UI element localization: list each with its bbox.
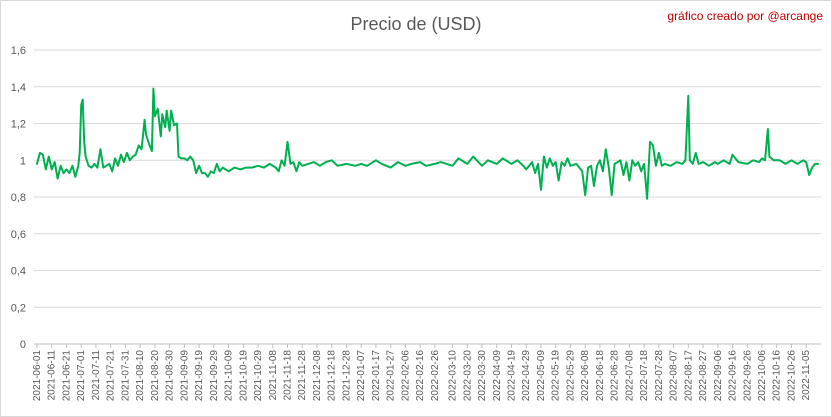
x-tick-label: 2021-07-21 [106,350,117,402]
x-tick-label: 2021-09-09 [179,350,190,402]
x-tick-label: 2022-06-18 [595,350,606,402]
x-tick-label: 2022-01-17 [371,350,382,402]
x-tick-label: 2022-05-29 [565,350,576,402]
x-tick-label: 2022-02-26 [430,350,441,402]
x-tick-label: 2021-11-28 [297,350,308,401]
x-tick-label: 2022-10-26 [786,350,797,402]
x-tick-label: 2022-08-17 [683,350,694,402]
x-tick-label: 2021-10-09 [224,350,235,402]
x-tick-label: 2022-07-18 [639,350,650,402]
x-tick-label: 2021-09-29 [209,350,220,402]
y-tick-label: 1,4 [11,82,26,94]
x-tick-label: 2021-10-19 [238,350,249,402]
x-tick-label: 2022-01-07 [356,350,367,402]
x-tick-label: 2022-08-27 [698,350,709,402]
y-tick-label: 0,6 [11,229,26,241]
x-tick-label: 2022-04-29 [521,350,532,402]
chart-credit: gráfico creado por @arcange [667,9,823,23]
x-tick-label: 2021-06-11 [47,350,58,401]
x-tick-label: 2022-03-20 [462,350,473,402]
x-tick-label: 2022-09-16 [728,350,739,402]
x-tick-label: 2022-06-08 [580,350,591,402]
x-tick-label: 2022-02-16 [415,350,426,402]
x-tick-label: 2021-09-19 [194,350,205,402]
x-tick-label: 2021-12-18 [327,350,338,402]
y-tick-label: 0,8 [11,192,26,204]
x-tick-label: 2022-11-05 [801,350,812,401]
x-tick-label: 2022-05-19 [551,350,562,402]
x-tick-label: 2022-10-06 [757,350,768,402]
x-tick-label: 2022-01-27 [386,350,397,402]
x-tick-label: 2021-11-18 [283,350,294,401]
x-tick-label: 2022-07-28 [654,350,665,402]
x-tick-label: 2022-04-09 [492,350,503,402]
x-tick-label: 2022-05-09 [536,350,547,402]
x-tick-label: 2022-03-10 [448,350,459,402]
x-tick-label: 2021-07-31 [120,350,131,402]
x-tick-label: 2022-04-19 [506,350,517,402]
y-tick-label: 0,4 [11,266,26,278]
x-tick-label: 2022-06-28 [610,350,621,402]
x-tick-label: 2022-09-06 [713,350,724,402]
x-tick-label: 2021-08-30 [165,350,176,402]
x-tick-label: 2021-08-10 [135,350,146,402]
x-tick-label: 2021-10-29 [253,350,264,402]
y-tick-label: 1,2 [11,119,26,131]
x-tick-label: 2021-06-21 [61,350,72,402]
x-tick-label: 2021-06-01 [32,350,43,402]
x-tick-label: 2022-02-06 [400,350,411,402]
y-tick-label: 0 [20,339,26,351]
x-tick-label: 2021-12-08 [312,350,323,402]
y-tick-label: 0,2 [11,302,26,314]
x-tick-label: 2022-09-26 [742,350,753,402]
x-tick-label: 2021-07-11 [91,350,102,401]
y-tick-label: 1,6 [11,45,26,57]
x-tick-label: 2021-07-01 [76,350,87,402]
x-tick-label: 2022-10-16 [772,350,783,402]
x-tick-label: 2021-08-20 [150,350,161,402]
x-tick-label: 2022-03-30 [477,350,488,402]
y-tick-label: 1 [20,155,26,167]
x-tick-label: 2022-07-08 [624,350,635,402]
price-line [36,87,819,200]
x-tick-label: 2021-12-28 [341,350,352,402]
x-tick-label: 2021-11-08 [268,350,279,401]
chart-title: Precio de (USD) [350,14,482,34]
x-tick-label: 2022-08-07 [669,350,680,402]
